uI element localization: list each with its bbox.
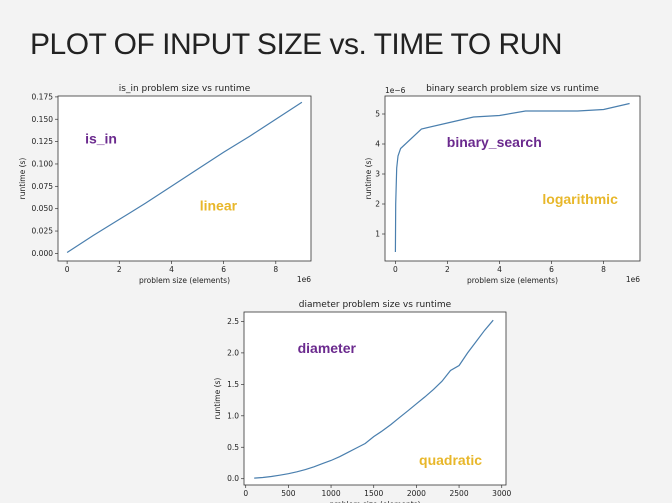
plot-area xyxy=(243,311,507,486)
x-axis-label: problem size (elements) xyxy=(139,276,230,285)
y-tick-label: 1.0 xyxy=(227,411,239,420)
y-tick-label: 1 xyxy=(375,230,380,239)
x-tick-label: 8 xyxy=(601,265,606,274)
y-tick-label: 2 xyxy=(375,200,380,209)
x-tick-label: 8 xyxy=(273,265,278,274)
y-tick-label: 1.5 xyxy=(227,380,239,389)
x-tick-label: 2 xyxy=(117,265,122,274)
y-tick-label: 2.0 xyxy=(227,348,239,357)
y-tick-label: 0.0 xyxy=(227,474,239,483)
series-line-is_in xyxy=(66,101,303,254)
algorithm-name-label: binary_search xyxy=(447,134,542,150)
x-tick-label: 2500 xyxy=(450,489,469,498)
x-offset-label: 1e6 xyxy=(297,275,311,284)
plot-area xyxy=(384,95,641,262)
x-tick-label: 0 xyxy=(243,489,248,498)
y-tick-label: 0.075 xyxy=(32,182,54,191)
y-axis-label: runtime (s) xyxy=(18,158,27,200)
x-tick-label: 4 xyxy=(497,265,502,274)
y-tick-label: 3 xyxy=(375,170,380,179)
series-line-diameter xyxy=(254,319,494,479)
chart-title: binary search problem size vs runtime xyxy=(426,84,599,94)
x-offset-label: 1e6 xyxy=(626,275,640,284)
x-tick-label: 0 xyxy=(393,265,398,274)
x-tick-label: 1500 xyxy=(364,489,383,498)
x-axis-label: problem size (elements) xyxy=(467,276,558,285)
y-tick-label: 0.100 xyxy=(32,159,54,168)
x-tick-label: 2 xyxy=(445,265,450,274)
chart-title: is_in problem size vs runtime xyxy=(119,84,251,94)
y-offset-label: 1e−6 xyxy=(385,86,406,95)
y-tick-label: 0.150 xyxy=(32,115,54,124)
x-tick-label: 500 xyxy=(281,489,296,498)
algorithm-name-label: diameter xyxy=(298,340,357,356)
y-tick-label: 5 xyxy=(375,110,380,119)
y-tick-label: 0.125 xyxy=(32,137,54,146)
y-tick-label: 0.175 xyxy=(32,92,54,101)
y-tick-label: 0.050 xyxy=(32,204,54,213)
chart-title: diameter problem size vs runtime xyxy=(299,300,452,310)
x-tick-label: 6 xyxy=(221,265,226,274)
y-tick-label: 2.5 xyxy=(227,317,239,326)
x-tick-label: 0 xyxy=(65,265,70,274)
algorithm-name-label: is_in xyxy=(85,130,117,146)
y-tick-label: 0.000 xyxy=(32,249,54,258)
y-tick-label: 4 xyxy=(375,140,380,149)
slide-title: PLOT OF INPUT SIZE vs. TIME TO RUN xyxy=(30,28,562,61)
x-tick-label: 6 xyxy=(549,265,554,274)
y-axis-label: runtime (s) xyxy=(213,378,222,420)
x-tick-label: 2000 xyxy=(407,489,426,498)
x-tick-label: 3000 xyxy=(492,489,511,498)
y-axis-label: runtime (s) xyxy=(364,158,373,200)
x-tick-label: 1000 xyxy=(322,489,341,498)
complexity-label: logarithmic xyxy=(542,191,618,207)
x-tick-label: 4 xyxy=(169,265,174,274)
y-tick-label: 0.5 xyxy=(227,443,239,452)
complexity-label: quadratic xyxy=(419,452,482,468)
y-tick-label: 0.025 xyxy=(32,227,54,236)
x-axis-label: problem size (elements) xyxy=(329,500,420,503)
complexity-label: linear xyxy=(200,197,238,213)
series-line-binary_search xyxy=(394,102,630,253)
